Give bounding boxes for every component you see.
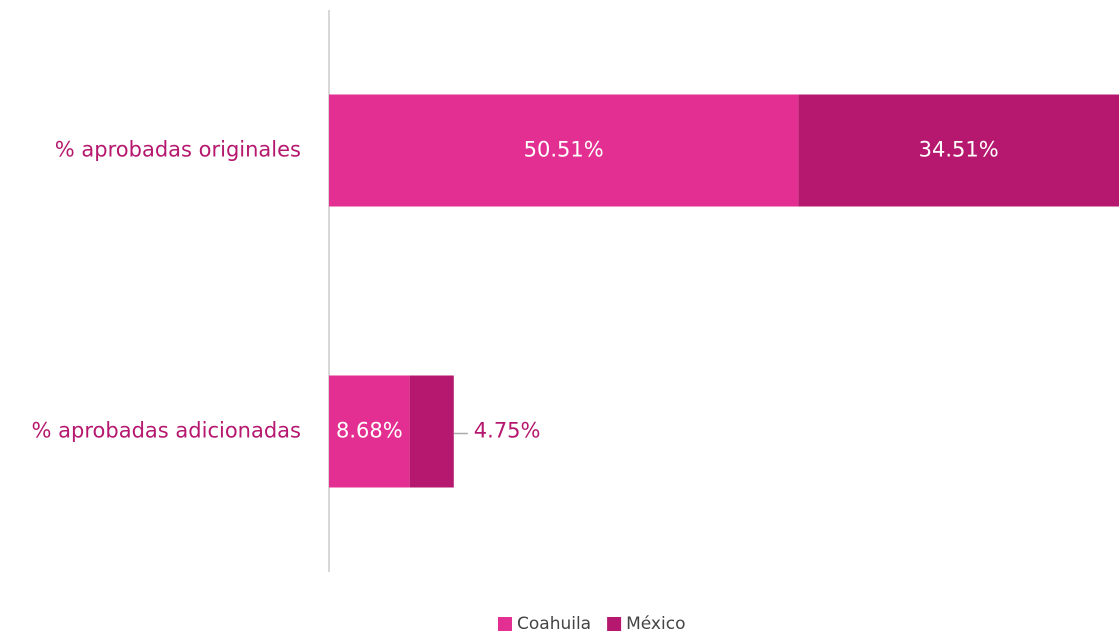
bar-segment: [409, 375, 454, 488]
legend-swatch: [498, 617, 512, 631]
legend-swatch: [607, 617, 622, 631]
category-label: % aprobadas adicionadas: [32, 419, 301, 443]
bar-segment: [329, 94, 799, 207]
data-label: 8.68%: [336, 419, 403, 443]
legend-label: Coahuila: [517, 614, 591, 634]
bar-segment: [329, 375, 410, 488]
category-label: % aprobadas originales: [55, 138, 301, 162]
data-label: 4.75%: [474, 419, 541, 443]
data-label: 34.51%: [919, 138, 999, 162]
bar-segment: [798, 94, 1119, 207]
legend-label: México: [626, 614, 685, 634]
data-label: 50.51%: [524, 138, 604, 162]
